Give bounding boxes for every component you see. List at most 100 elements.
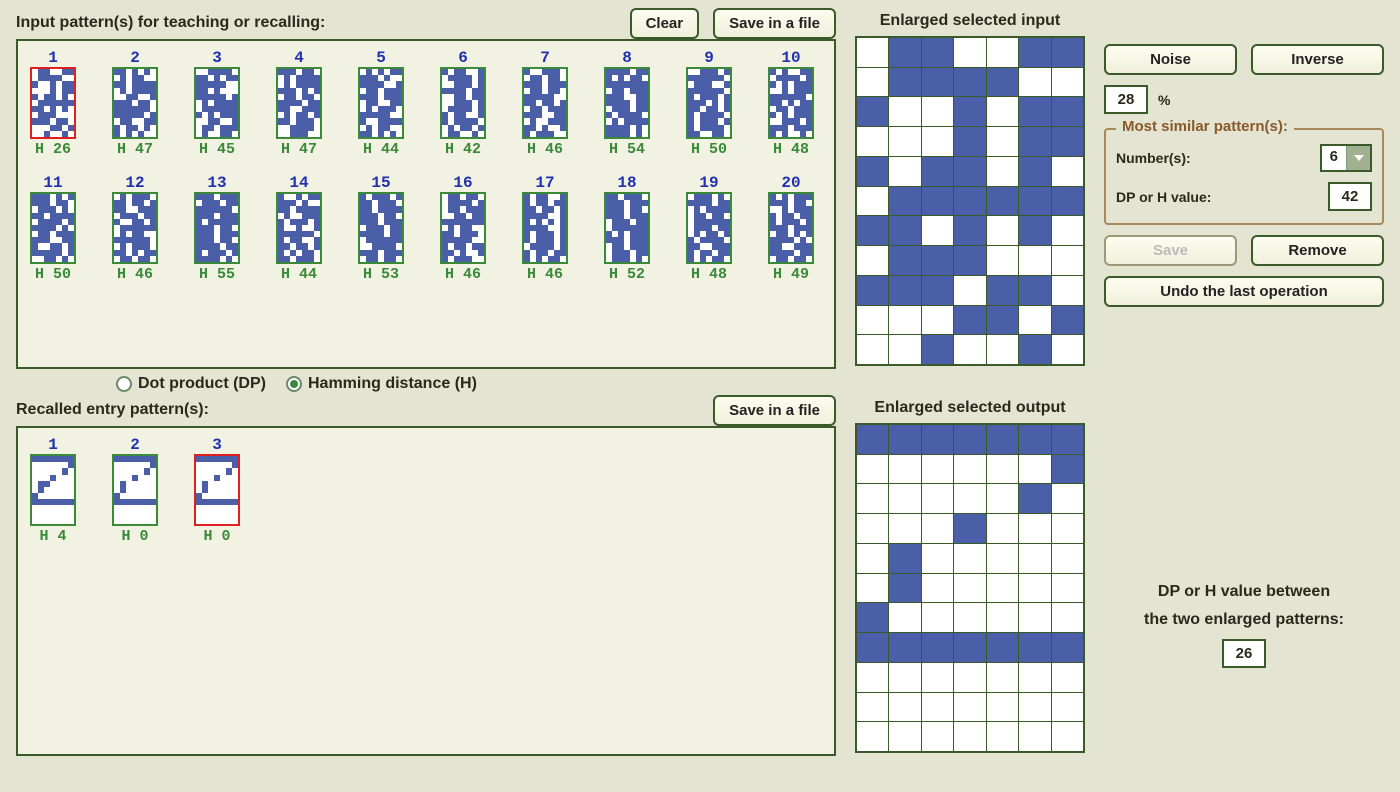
input-thumb[interactable]: 7H 46 <box>520 49 570 158</box>
noise-button[interactable]: Noise <box>1104 44 1237 75</box>
thumb-number: 2 <box>130 436 140 454</box>
recalled-thumb[interactable]: 2H 0 <box>110 436 160 545</box>
enlarged-output-grid[interactable] <box>855 423 1085 753</box>
thumb-number: 3 <box>212 49 222 67</box>
hamming-radio[interactable]: Hamming distance (H) <box>286 375 477 393</box>
thumb-metric: H 50 <box>35 266 71 283</box>
thumb-pattern[interactable] <box>768 192 814 264</box>
enlarged-input-grid[interactable] <box>855 36 1085 366</box>
chevron-down-icon <box>1346 146 1370 170</box>
input-thumb[interactable]: 15H 53 <box>356 174 406 283</box>
recalled-patterns-panel: 1H 4 2H 0 3H 0 <box>16 426 836 756</box>
thumb-metric: H 26 <box>35 141 71 158</box>
save-input-file-button[interactable]: Save in a file <box>713 8 836 39</box>
thumb-pattern[interactable] <box>522 192 568 264</box>
input-thumb[interactable]: 6 H 42 <box>438 49 488 158</box>
most-similar-group: Most similar pattern(s): Number(s): 6 DP… <box>1104 128 1384 225</box>
thumb-pattern[interactable] <box>358 192 404 264</box>
thumb-number: 5 <box>376 49 386 67</box>
thumb-pattern[interactable] <box>604 67 650 139</box>
thumb-metric: H 45 <box>199 141 235 158</box>
thumb-metric: H 48 <box>691 266 727 283</box>
remove-button[interactable]: Remove <box>1251 235 1384 266</box>
thumb-pattern[interactable] <box>440 192 486 264</box>
thumb-number: 6 <box>458 49 468 67</box>
input-thumb[interactable]: 3 H 45 <box>192 49 242 158</box>
input-thumb[interactable]: 18H 52 <box>602 174 652 283</box>
input-thumb[interactable]: 9H 50 <box>684 49 734 158</box>
thumb-number: 11 <box>43 174 62 192</box>
thumb-pattern[interactable] <box>30 192 76 264</box>
measure-radio-group: Dot product (DP) Hamming distance (H) <box>116 375 1384 393</box>
thumb-pattern[interactable] <box>358 67 404 139</box>
thumb-pattern[interactable] <box>112 67 158 139</box>
thumb-pattern[interactable] <box>194 454 240 526</box>
noise-percent-field[interactable]: 28 <box>1104 85 1148 114</box>
thumb-metric: H 50 <box>691 141 727 158</box>
thumb-pattern[interactable] <box>30 67 76 139</box>
input-thumb[interactable]: 14H 44 <box>274 174 324 283</box>
thumb-number: 8 <box>622 49 632 67</box>
thumb-pattern[interactable] <box>276 67 322 139</box>
thumb-number: 1 <box>48 436 58 454</box>
thumb-pattern[interactable] <box>686 67 732 139</box>
thumb-number: 15 <box>371 174 390 192</box>
thumb-number: 18 <box>617 174 636 192</box>
input-thumb[interactable]: 2H 47 <box>110 49 160 158</box>
inverse-button[interactable]: Inverse <box>1251 44 1384 75</box>
numbers-dropdown[interactable]: 6 <box>1320 144 1372 172</box>
thumb-pattern[interactable] <box>440 67 486 139</box>
thumb-pattern[interactable] <box>276 192 322 264</box>
input-thumb[interactable]: 12 H 46 <box>110 174 160 283</box>
thumb-number: 3 <box>212 436 222 454</box>
input-thumb[interactable]: 4H 47 <box>274 49 324 158</box>
input-thumb[interactable]: 20H 49 <box>766 174 816 283</box>
thumb-number: 16 <box>453 174 472 192</box>
recalled-thumb[interactable]: 3H 0 <box>192 436 242 545</box>
thumb-pattern[interactable] <box>194 67 240 139</box>
input-thumb[interactable]: 13 H 55 <box>192 174 242 283</box>
thumb-pattern[interactable] <box>522 67 568 139</box>
thumb-metric: H 42 <box>445 141 481 158</box>
dot-product-radio[interactable]: Dot product (DP) <box>116 375 266 393</box>
enlarged-input-label: Enlarged selected input <box>880 12 1060 30</box>
thumb-pattern[interactable] <box>686 192 732 264</box>
percent-label: % <box>1158 92 1170 108</box>
thumb-number: 2 <box>130 49 140 67</box>
thumb-number: 14 <box>289 174 308 192</box>
dp-h-value-label: DP or H value: <box>1116 189 1211 205</box>
thumb-number: 13 <box>207 174 226 192</box>
input-thumb[interactable]: 11 H 50 <box>28 174 78 283</box>
thumb-metric: H 48 <box>773 141 809 158</box>
thumb-metric: H 55 <box>199 266 235 283</box>
input-thumb[interactable]: 10 H 48 <box>766 49 816 158</box>
thumb-number: 1 <box>48 49 58 67</box>
undo-button[interactable]: Undo the last operation <box>1104 276 1384 307</box>
save-recalled-file-button[interactable]: Save in a file <box>713 395 836 426</box>
thumb-pattern[interactable] <box>112 454 158 526</box>
clear-button[interactable]: Clear <box>630 8 700 39</box>
input-thumb[interactable]: 17H 46 <box>520 174 570 283</box>
numbers-label: Number(s): <box>1116 150 1191 166</box>
thumb-pattern[interactable] <box>604 192 650 264</box>
thumb-pattern[interactable] <box>768 67 814 139</box>
save-button: Save <box>1104 235 1237 266</box>
input-thumb[interactable]: 5H 44 <box>356 49 406 158</box>
thumb-pattern[interactable] <box>30 454 76 526</box>
recalled-thumb[interactable]: 1H 4 <box>28 436 78 545</box>
input-thumb[interactable]: 16H 46 <box>438 174 488 283</box>
thumb-number: 10 <box>781 49 800 67</box>
thumb-pattern[interactable] <box>194 192 240 264</box>
between-label-2: the two enlarged patterns: <box>1144 611 1344 629</box>
input-patterns-label: Input pattern(s) for teaching or recalli… <box>16 14 325 32</box>
input-thumb[interactable]: 1 H 26 <box>28 49 78 158</box>
thumb-metric: H 46 <box>117 266 153 283</box>
input-thumb[interactable]: 19 H 48 <box>684 174 734 283</box>
thumb-number: 19 <box>699 174 718 192</box>
dp-h-value-field: 42 <box>1328 182 1372 211</box>
thumb-metric: H 54 <box>609 141 645 158</box>
thumb-number: 12 <box>125 174 144 192</box>
thumb-pattern[interactable] <box>112 192 158 264</box>
between-value-field: 26 <box>1222 639 1266 668</box>
input-thumb[interactable]: 8 H 54 <box>602 49 652 158</box>
